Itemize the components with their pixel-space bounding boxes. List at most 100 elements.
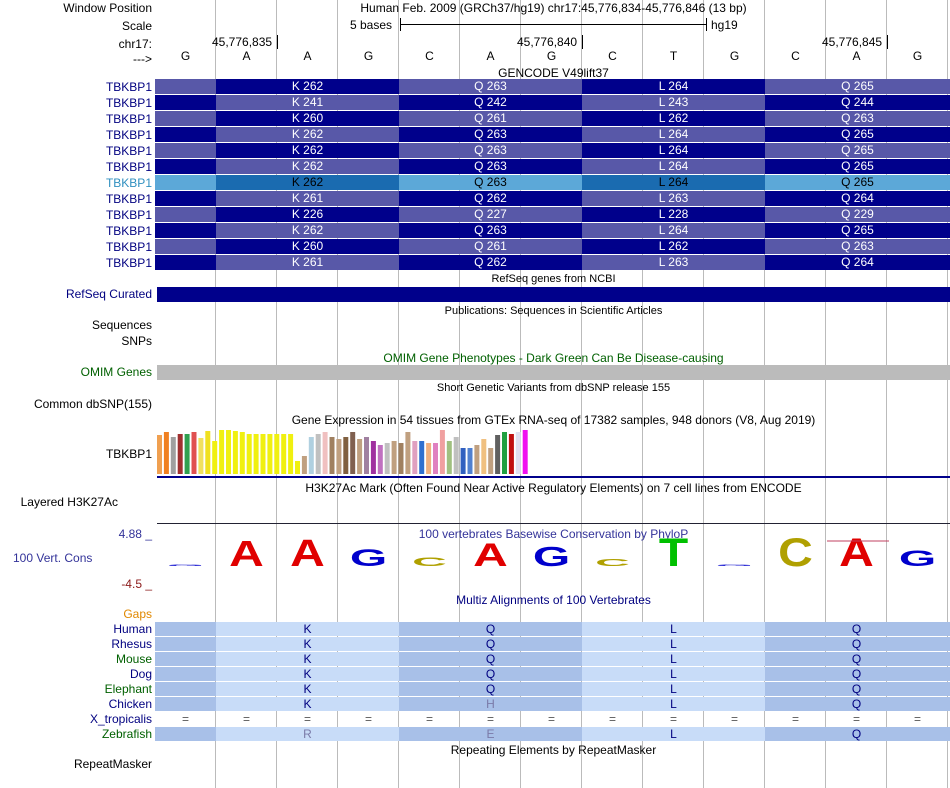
gtex-bar-chart[interactable]	[155, 426, 535, 476]
publications-sequences-label[interactable]: Sequences	[91, 318, 152, 332]
codon-segment[interactable]: Q 263	[399, 159, 582, 174]
gtex-tissue-bar[interactable]	[226, 430, 231, 474]
codon-segment[interactable]: K 262	[216, 127, 399, 142]
multiz-species-label[interactable]: Dog	[129, 667, 152, 681]
utr-segment[interactable]	[155, 191, 216, 206]
codon-segment[interactable]: Q 264	[765, 191, 950, 206]
codon-segment[interactable]: Q 263	[399, 79, 582, 94]
gtex-tissue-bar[interactable]	[177, 434, 183, 474]
phylop-track-label[interactable]: 100 Vert. Cons	[13, 551, 93, 565]
multiz-species-label[interactable]: Zebrafish	[101, 727, 152, 741]
gencode-transcript-row[interactable]: K 261 Q 262 L 263 Q 264	[155, 255, 950, 270]
gtex-tissue-bar[interactable]	[239, 432, 245, 474]
codon-segment[interactable]: Q 263	[399, 143, 582, 158]
gtex-tissue-bar[interactable]	[515, 432, 521, 474]
codon-segment[interactable]: L 264	[582, 79, 765, 94]
utr-segment[interactable]	[155, 79, 216, 94]
gencode-transcript-label[interactable]: TBKBP1	[105, 192, 152, 206]
codon-segment[interactable]: K 260	[216, 239, 399, 254]
codon-segment[interactable]: L 263	[582, 191, 765, 206]
gtex-tissue-bar[interactable]	[198, 438, 204, 474]
codon-segment[interactable]: Q 262	[399, 191, 582, 206]
utr-segment[interactable]	[155, 175, 216, 190]
gtex-tissue-bar[interactable]	[308, 437, 314, 474]
gtex-tissue-bar[interactable]	[405, 432, 411, 474]
multiz-species-label[interactable]: X_tropicalis	[89, 712, 152, 726]
codon-segment[interactable]: K 226	[216, 207, 399, 222]
gtex-tissue-bar[interactable]	[163, 432, 169, 474]
gencode-transcript-label[interactable]: TBKBP1	[105, 240, 152, 254]
codon-segment[interactable]: Q 263	[765, 239, 950, 254]
codon-segment[interactable]: Q 244	[765, 95, 950, 110]
gtex-tissue-bar[interactable]	[343, 437, 349, 474]
gencode-transcript-row[interactable]: K 262 Q 263 L 264 Q 265	[155, 143, 950, 158]
gtex-tissue-bar[interactable]	[322, 432, 328, 474]
gtex-tissue-bar[interactable]	[502, 432, 507, 474]
gtex-tissue-bar[interactable]	[398, 443, 404, 474]
codon-segment[interactable]: K 262	[216, 79, 399, 94]
gtex-tissue-bar[interactable]	[260, 434, 266, 474]
gencode-transcript-label[interactable]: TBKBP1	[105, 224, 152, 238]
gtex-tissue-bar[interactable]	[267, 434, 273, 474]
codon-segment[interactable]: K 262	[216, 159, 399, 174]
codon-segment[interactable]: Q 263	[399, 127, 582, 142]
gencode-transcript-label[interactable]: TBKBP1	[105, 144, 152, 158]
codon-segment[interactable]: Q 263	[399, 223, 582, 238]
codon-segment[interactable]: L 263	[582, 255, 765, 270]
gtex-tissue-bar[interactable]	[481, 439, 487, 474]
gtex-tissue-bar[interactable]	[232, 431, 238, 474]
publications-snps-label[interactable]: SNPs	[121, 334, 152, 348]
gtex-tissue-bar[interactable]	[370, 441, 376, 474]
dbsnp-track-label[interactable]: Common dbSNP(155)	[33, 397, 152, 411]
gencode-transcript-label[interactable]: TBKBP1	[105, 128, 152, 142]
gencode-transcript-label[interactable]: TBKBP1	[105, 208, 152, 222]
multiz-species-label[interactable]: Mouse	[115, 652, 152, 666]
gtex-tissue-bar[interactable]	[301, 456, 307, 474]
codon-segment[interactable]: Q 265	[765, 175, 950, 190]
gencode-transcript-label[interactable]: TBKBP1	[105, 80, 152, 94]
gtex-tissue-bar[interactable]	[281, 434, 287, 474]
gtex-track-label[interactable]: TBKBP1	[105, 447, 152, 461]
gencode-transcript-label[interactable]: TBKBP1	[105, 160, 152, 174]
codon-segment[interactable]: Q 227	[399, 207, 582, 222]
codon-segment[interactable]: L 262	[582, 111, 765, 126]
gtex-tissue-bar[interactable]	[460, 448, 466, 474]
codon-segment[interactable]: L 264	[582, 175, 765, 190]
gtex-tissue-bar[interactable]	[246, 434, 252, 474]
utr-segment[interactable]	[155, 111, 216, 126]
gtex-tissue-bar[interactable]	[350, 432, 356, 474]
h3k27ac-track-label[interactable]: Layered H3K27Ac	[20, 495, 118, 509]
codon-segment[interactable]: Q 265	[765, 127, 950, 142]
gencode-transcript-row[interactable]: K 262 Q 263 L 264 Q 265	[155, 127, 950, 142]
gtex-tissue-bar[interactable]	[453, 437, 459, 474]
codon-segment[interactable]: Q 263	[399, 175, 582, 190]
gencode-transcript-row[interactable]: K 241 Q 242 L 243 Q 244	[155, 95, 950, 110]
utr-segment[interactable]	[155, 223, 216, 238]
gtex-tissue-bar[interactable]	[295, 461, 300, 474]
codon-segment[interactable]: Q 229	[765, 207, 950, 222]
codon-segment[interactable]: K 261	[216, 191, 399, 206]
gtex-tissue-bar[interactable]	[212, 441, 218, 474]
gtex-tissue-bar[interactable]	[495, 435, 501, 474]
gtex-tissue-bar[interactable]	[336, 439, 342, 474]
gencode-transcript-label[interactable]: TBKBP1	[105, 176, 152, 190]
gtex-tissue-bar[interactable]	[426, 443, 432, 474]
codon-segment[interactable]: K 262	[216, 175, 399, 190]
multiz-species-label[interactable]: Human	[113, 622, 152, 636]
codon-segment[interactable]: L 243	[582, 95, 765, 110]
gencode-transcript-row[interactable]: K 262 Q 263 L 264 Q 265	[155, 223, 950, 238]
gtex-tissue-bar[interactable]	[522, 430, 528, 474]
gtex-tissue-bar[interactable]	[433, 443, 438, 474]
utr-segment[interactable]	[155, 239, 216, 254]
gtex-tissue-bar[interactable]	[205, 431, 211, 474]
gtex-tissue-bar[interactable]	[364, 437, 369, 474]
codon-segment[interactable]: Q 242	[399, 95, 582, 110]
omim-track-label[interactable]: OMIM Genes	[80, 365, 152, 379]
multiz-species-label[interactable]: Chicken	[108, 697, 152, 711]
utr-segment[interactable]	[155, 127, 216, 142]
